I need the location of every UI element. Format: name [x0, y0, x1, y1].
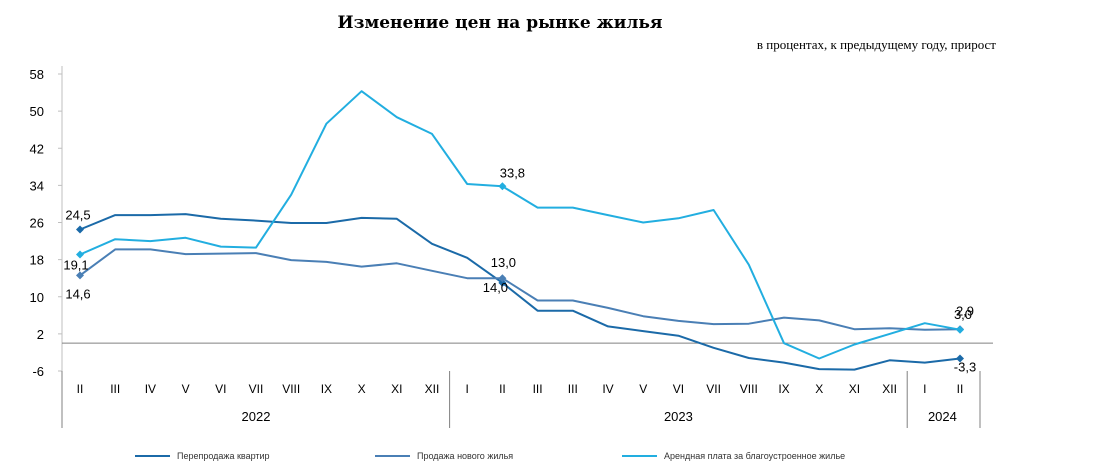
series-marker: [76, 271, 84, 280]
x-tick-label: IX: [321, 382, 332, 396]
y-tick-label: 42: [30, 141, 44, 156]
series-line-1: [79, 248, 961, 331]
x-tick-label: I: [466, 382, 469, 396]
x-tick-label: IV: [145, 382, 156, 396]
y-tick-label: 2: [37, 327, 44, 342]
x-tick-label: VIII: [740, 382, 758, 396]
x-tick-label: VII: [706, 382, 721, 396]
x-tick-label: XII: [425, 382, 440, 396]
x-tick-label: II: [77, 382, 84, 396]
series-marker: [76, 225, 84, 234]
legend-label: Перепродажа квартир: [177, 451, 270, 461]
x-tick-label: II: [957, 382, 964, 396]
year-label: 2022: [242, 409, 271, 424]
legend-label: Арендная плата за благоустроенное жилье: [664, 451, 845, 461]
series-marker: [498, 274, 507, 283]
y-tick-label: 26: [30, 216, 44, 231]
chart-subtitle: в процентах, к предыдущему году, прирост: [757, 37, 996, 52]
x-tick-label: VI: [673, 382, 684, 396]
data-label: 14,0: [483, 280, 508, 295]
x-tick-label: V: [639, 382, 647, 396]
data-label: 3,0: [954, 307, 972, 322]
x-tick-label: I: [923, 382, 926, 396]
x-tick-label: III: [533, 382, 543, 396]
x-tick-label: VII: [249, 382, 264, 396]
x-tick-label: III: [110, 382, 120, 396]
legend-label: Продажа нового жилья: [417, 451, 513, 461]
x-tick-label: VI: [215, 382, 226, 396]
year-label: 2023: [664, 409, 693, 424]
data-label: 14,6: [65, 286, 90, 301]
data-label: 2,9: [956, 304, 974, 319]
chart-title: Изменение цен на рынке жилья: [338, 13, 663, 33]
x-tick-label: IV: [602, 382, 613, 396]
x-tick-label: II: [499, 382, 506, 396]
series-marker: [956, 325, 964, 334]
y-tick-label: 10: [30, 290, 44, 305]
year-label: 2024: [928, 409, 957, 424]
data-label: 19,1: [63, 258, 88, 273]
data-label: 13,0: [491, 255, 516, 270]
y-tick-label: 58: [30, 67, 44, 82]
data-labels: 24,5 19,1 14,6 33,8 13,0 14,0 2,93,0 -3,3: [63, 165, 976, 374]
x-tick-label: V: [182, 382, 190, 396]
x-tick-label: XI: [391, 382, 402, 396]
x-tick-label: X: [358, 382, 366, 396]
x-tick-label: VIII: [282, 382, 300, 396]
series-marker: [76, 250, 84, 259]
x-tick-label: XI: [849, 382, 860, 396]
series-marker: [956, 354, 964, 363]
y-tick-label: 50: [30, 104, 44, 119]
x-tick-label: III: [568, 382, 578, 396]
legend: Перепродажа квартир Продажа нового жилья А…: [135, 451, 845, 461]
series-marker: [498, 278, 507, 287]
data-label: -3,3: [954, 359, 976, 374]
y-tick-label: -6: [32, 364, 44, 379]
x-tick-label: IX: [778, 382, 789, 396]
x-tick-label: XII: [882, 382, 897, 396]
y-tick-label: 18: [30, 253, 44, 268]
x-tick-label: X: [815, 382, 823, 396]
y-tick-label: 34: [30, 178, 44, 193]
series-line-2: [79, 90, 961, 360]
data-label: 24,5: [65, 207, 90, 222]
series-line-0: [79, 213, 961, 371]
series-layer: [76, 90, 964, 371]
series-marker: [498, 182, 507, 191]
data-label: 33,8: [500, 165, 525, 180]
